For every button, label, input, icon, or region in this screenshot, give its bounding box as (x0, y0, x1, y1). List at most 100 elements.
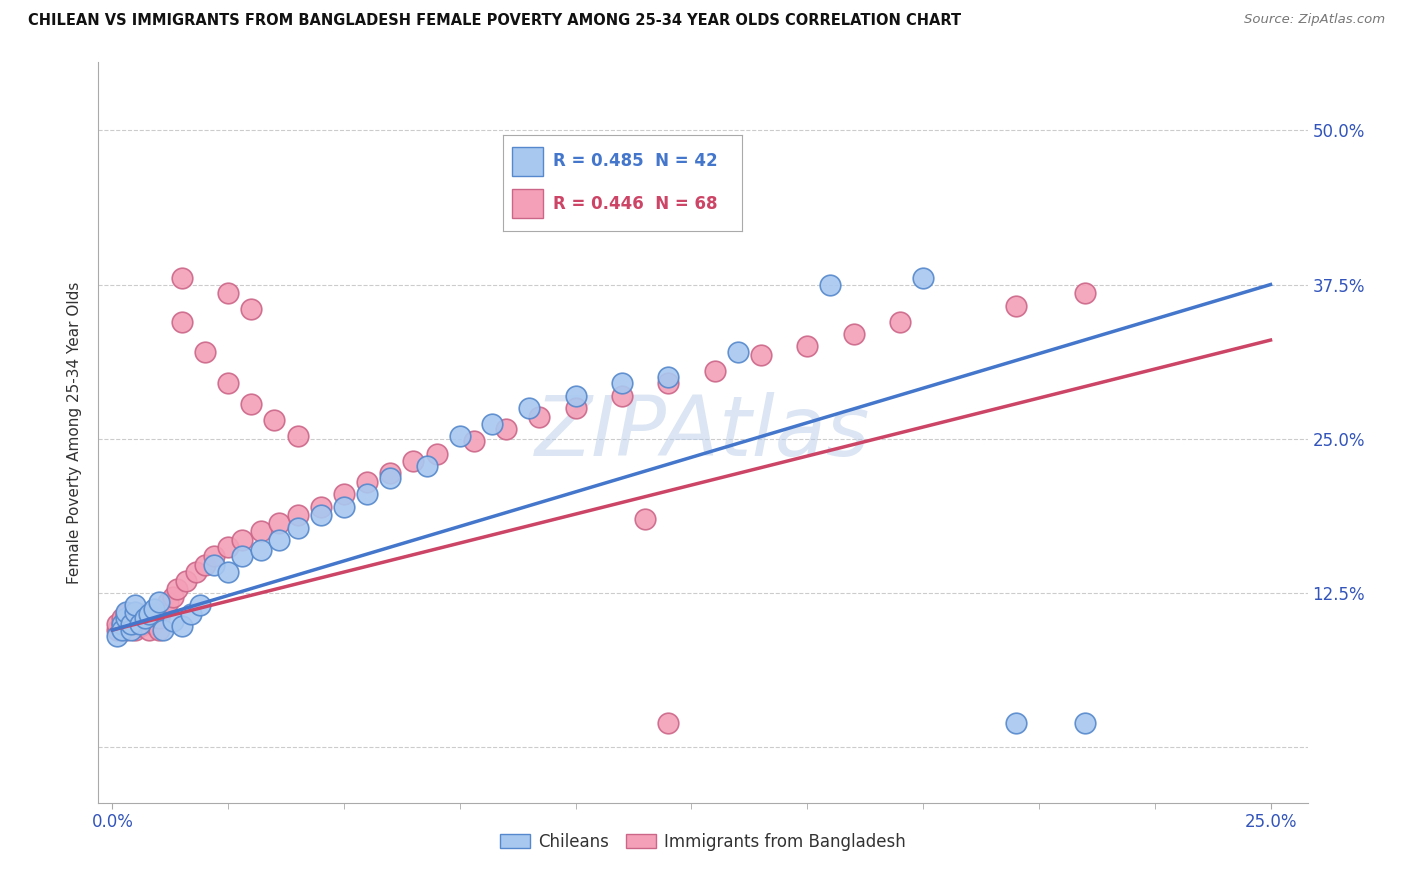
Point (148, 623, 170, 637)
Point (148, 611, 170, 625)
Point (517, 401, 540, 415)
Point (217, 286, 239, 301)
Point (796, 339, 818, 353)
Point (143, 602, 166, 616)
Point (402, 454, 425, 468)
Text: Source: ZipAtlas.com: Source: ZipAtlas.com (1244, 13, 1385, 27)
Point (202, 558, 225, 572)
Text: ZIPAtlas: ZIPAtlas (536, 392, 870, 473)
Point (170, 315, 193, 329)
Point (749, 348, 772, 362)
Point (162, 590, 184, 604)
Point (184, 565, 207, 579)
Point (120, 613, 142, 627)
Point (152, 602, 174, 616)
Point (143, 607, 166, 621)
Point (287, 508, 309, 523)
Point (110, 616, 132, 631)
Point (426, 447, 449, 461)
Point (217, 565, 239, 579)
Point (180, 607, 202, 621)
Point (105, 623, 128, 637)
Point (495, 422, 517, 436)
Point (527, 409, 550, 424)
Point (134, 611, 156, 625)
Point (610, 376, 633, 391)
Point (333, 487, 356, 501)
Point (105, 629, 128, 643)
Point (194, 558, 217, 572)
Point (156, 595, 179, 609)
Point (134, 607, 156, 621)
Point (309, 508, 332, 523)
Point (356, 487, 378, 501)
Point (152, 623, 174, 637)
Point (657, 715, 679, 730)
Point (1074, 286, 1097, 301)
Point (269, 533, 291, 547)
Point (124, 599, 146, 613)
Y-axis label: Female Poverty Among 25-34 Year Olds: Female Poverty Among 25-34 Year Olds (67, 282, 83, 583)
Point (481, 417, 503, 431)
Point (634, 512, 657, 526)
Point (129, 616, 152, 631)
Point (138, 623, 160, 637)
Point (124, 623, 146, 637)
Point (115, 611, 138, 625)
Point (138, 607, 160, 621)
Point (124, 605, 146, 619)
Point (138, 611, 160, 625)
Point (564, 401, 586, 415)
Point (657, 376, 679, 391)
Point (309, 500, 332, 514)
Point (120, 607, 142, 621)
Point (176, 574, 198, 588)
Point (380, 467, 402, 481)
Point (129, 611, 152, 625)
Point (263, 413, 285, 427)
Point (1004, 299, 1026, 313)
Point (110, 623, 132, 637)
Point (889, 315, 911, 329)
Bar (512, 147, 543, 176)
Point (115, 607, 138, 621)
Point (842, 326, 865, 341)
Point (115, 616, 138, 631)
Point (727, 345, 749, 359)
Point (333, 500, 356, 514)
Point (610, 389, 633, 403)
Point (124, 616, 146, 631)
Point (217, 376, 239, 391)
Point (217, 541, 239, 555)
Point (564, 389, 586, 403)
Text: R = 0.485  N = 42: R = 0.485 N = 42 (553, 153, 717, 170)
Point (194, 345, 217, 359)
Text: CHILEAN VS IMMIGRANTS FROM BANGLADESH FEMALE POVERTY AMONG 25-34 YEAR OLDS CORRE: CHILEAN VS IMMIGRANTS FROM BANGLADESH FE… (28, 13, 962, 29)
Point (240, 397, 263, 411)
Point (170, 619, 193, 633)
Point (380, 471, 402, 485)
Text: R = 0.446  N = 68: R = 0.446 N = 68 (553, 194, 717, 213)
Point (124, 607, 146, 621)
Point (449, 429, 471, 443)
Point (820, 277, 842, 292)
Point (287, 429, 309, 443)
Point (912, 271, 935, 285)
Point (657, 370, 679, 384)
Point (356, 475, 378, 489)
Bar (512, 189, 543, 219)
Point (249, 524, 271, 539)
Point (134, 616, 156, 631)
Point (231, 549, 253, 563)
Point (240, 302, 263, 317)
Point (463, 434, 485, 449)
Legend: Chileans, Immigrants from Bangladesh: Chileans, Immigrants from Bangladesh (494, 826, 912, 857)
Point (120, 619, 142, 633)
Point (269, 516, 291, 530)
Point (129, 619, 152, 633)
Point (110, 623, 132, 637)
Point (110, 616, 132, 631)
Point (166, 582, 188, 597)
Point (143, 616, 166, 631)
Point (249, 542, 271, 557)
